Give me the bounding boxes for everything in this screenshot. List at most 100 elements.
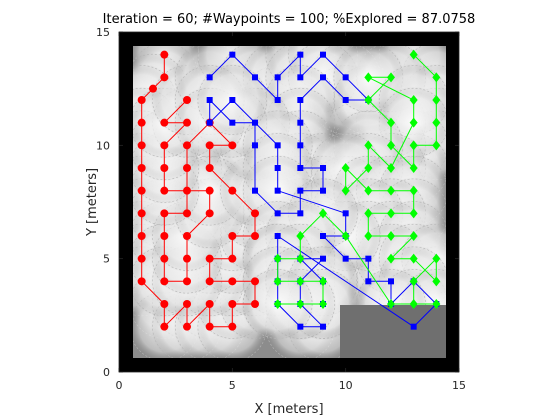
series-2-waypoint-27 [409, 231, 418, 241]
series-2-waypoint-14 [387, 163, 395, 173]
sensor-range-ring [378, 65, 446, 135]
series-0-waypoint-36 [183, 186, 191, 195]
series-0-waypoint-11 [137, 277, 146, 286]
series-1-waypoint-36 [365, 278, 372, 285]
series-2-waypoint-16 [364, 163, 373, 173]
series-2-waypoint-32 [409, 276, 418, 287]
series-1-waypoint-41 [410, 323, 417, 330]
series-1-waypoint-23 [252, 119, 258, 126]
series-2-waypoint-45 [296, 299, 305, 309]
series-1-waypoint-13 [297, 119, 304, 126]
series-2-waypoint-36 [341, 231, 350, 241]
series-2-waypoint-25 [364, 231, 373, 241]
series-2-waypoint-34 [432, 299, 441, 309]
series-0-waypoint-26 [228, 232, 237, 240]
series-2-waypoint-0 [409, 49, 418, 60]
series-1-waypoint-27 [229, 97, 236, 103]
series-1-waypoint-1 [229, 51, 236, 58]
series-2-waypoint-29 [409, 253, 418, 264]
series-0-waypoint-13 [160, 322, 169, 331]
series-1-waypoint-31 [342, 210, 349, 217]
series-0-waypoint-2 [149, 84, 157, 93]
series-2-waypoint-20 [387, 185, 395, 196]
series-0-waypoint-31 [205, 141, 214, 150]
series-2-waypoint-46 [273, 299, 282, 309]
series-2-waypoint-23 [387, 208, 395, 219]
chart-title: Iteration = 60; #Waypoints = 100; %Explo… [103, 12, 476, 27]
series-0-waypoint-17 [205, 322, 214, 331]
series-0-waypoint-16 [205, 300, 214, 308]
y-axis-label: Y [meters] [85, 168, 100, 237]
series-0-waypoint-7 [137, 186, 146, 195]
sensor-range-ring [197, 65, 268, 135]
series-1-waypoint-20 [274, 210, 281, 217]
series-0-waypoint-30 [205, 164, 214, 172]
series-2-waypoint-6 [409, 163, 418, 173]
series-1-waypoint-6 [297, 74, 304, 81]
series-2-waypoint-8 [387, 117, 395, 128]
x-tick-label-0: 0 [116, 379, 123, 392]
series-2-waypoint-44 [319, 299, 327, 309]
series-1-waypoint-37 [388, 278, 394, 285]
series-2-waypoint-41 [273, 276, 282, 287]
series-0-waypoint-1 [160, 73, 169, 82]
series-2-waypoint-39 [296, 253, 305, 264]
series-1-waypoint-18 [297, 187, 304, 194]
series-2-waypoint-24 [364, 208, 373, 219]
series-2-waypoint-31 [432, 253, 441, 264]
series-2-waypoint-37 [319, 208, 327, 219]
series-0-waypoint-21 [251, 277, 259, 286]
unexplored-region [340, 305, 446, 358]
series-1-waypoint-33 [320, 233, 326, 239]
sensor-range-ring [378, 223, 446, 294]
series-0-waypoint-20 [251, 300, 259, 308]
series-0-waypoint-19 [228, 300, 237, 308]
series-layer [137, 49, 441, 331]
sensor-range-ring [133, 133, 200, 203]
series-1-waypoint-14 [297, 142, 304, 149]
series-2-waypoint-9 [364, 95, 373, 105]
series-2-waypoint-5 [409, 140, 418, 151]
series-1-waypoint-11 [320, 74, 326, 81]
series-0-waypoint-43 [183, 254, 191, 263]
series-2-waypoint-2 [432, 95, 441, 105]
series-2-waypoint-38 [296, 231, 305, 241]
series-1-waypoint-50 [320, 255, 326, 262]
series-0-waypoint-4 [137, 118, 146, 127]
axes-frame [118, 31, 460, 373]
y-tick-label-0: 0 [103, 366, 110, 379]
series-0-waypoint-50 [183, 118, 191, 127]
series-2-waypoint-7 [387, 140, 395, 151]
x-tick-label-5: 5 [229, 379, 236, 392]
series-0-waypoint-32 [228, 141, 237, 150]
series-1-waypoint-19 [297, 210, 304, 217]
series-1-waypoint-29 [274, 165, 281, 171]
series-2-waypoint-10 [387, 72, 395, 83]
series-0-waypoint-29 [228, 186, 237, 195]
series-0-waypoint-9 [137, 232, 146, 240]
series-1-waypoint-46 [297, 323, 304, 330]
series-2-waypoint-1 [432, 72, 441, 83]
series-1-waypoint-15 [297, 165, 304, 171]
y-tick-label-5: 5 [103, 253, 110, 266]
series-0-waypoint-3 [137, 96, 146, 104]
x-tick-label-10: 10 [339, 379, 353, 392]
series-2-waypoint-43 [319, 276, 327, 287]
series-1-waypoint-12 [297, 97, 304, 103]
series-0-waypoint-46 [205, 186, 214, 195]
series-1-waypoint-0 [206, 74, 213, 81]
series-2-waypoint-22 [409, 208, 418, 219]
series-0-waypoint-37 [183, 209, 191, 218]
series-0-waypoint-18 [228, 322, 237, 331]
series-1-waypoint-25 [206, 97, 213, 103]
series-0-waypoint-15 [183, 322, 191, 331]
series-2-waypoint-15 [364, 140, 373, 151]
series-2-waypoint-26 [387, 231, 395, 241]
series-2-waypoint-19 [364, 185, 373, 196]
series-2-waypoint-11 [364, 72, 373, 83]
series-1-waypoint-4 [274, 74, 281, 81]
series-0-waypoint-48 [160, 164, 169, 172]
series-0-waypoint-40 [160, 254, 169, 263]
series-0-waypoint-42 [183, 277, 191, 286]
series-0-waypoint-39 [160, 232, 169, 240]
